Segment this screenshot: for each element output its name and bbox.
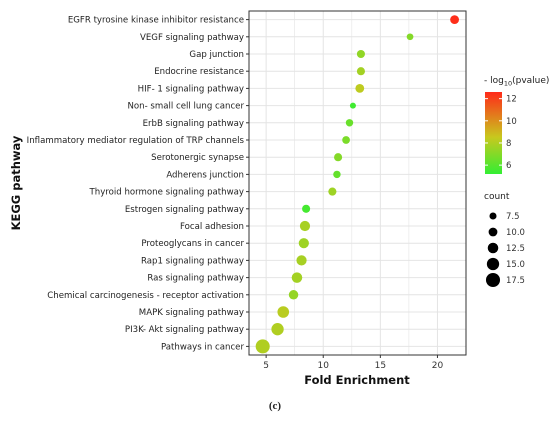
colorbar-tick-label: 6	[506, 161, 511, 171]
x-tick-label: 20	[432, 361, 444, 371]
y-tick-label: Inflammatory mediator regulation of TRP …	[27, 136, 245, 146]
data-point	[271, 323, 284, 336]
y-tick-label: Serotonergic synapse	[151, 153, 244, 163]
figure-caption: (c)	[268, 400, 282, 412]
size-legend-label: 15.0	[506, 260, 525, 270]
y-tick-label: Rap1 signaling pathway	[141, 256, 244, 266]
size-legend-dot	[487, 242, 499, 254]
size-legend-label: 12.5	[506, 244, 525, 254]
colorbar-tick-label: 10	[506, 117, 517, 127]
data-point	[296, 255, 307, 266]
color-legend: - log10(pvalue) 6 8 10 12	[484, 76, 549, 174]
data-point	[298, 238, 309, 249]
plot-border	[248, 10, 467, 356]
y-tick-labels: EGFR tyrosine kinase inhibitor resistanc…	[27, 16, 249, 352]
y-tick-label: EGFR tyrosine kinase inhibitor resistanc…	[68, 16, 244, 26]
data-point	[349, 102, 356, 109]
data-point	[345, 119, 354, 127]
data-point	[288, 290, 299, 300]
size-legend-dot	[488, 227, 498, 237]
x-tick-label: 10	[318, 361, 330, 371]
kegg-dot-plot: EGFR tyrosine kinase inhibitor resistanc…	[9, 10, 549, 387]
data-point	[328, 187, 337, 196]
colorbar-tick-label: 12	[506, 95, 517, 105]
size-legend-dot	[485, 272, 501, 288]
colorbar	[485, 92, 502, 174]
y-tick-label: Endocrine resistance	[154, 67, 244, 77]
data-point	[406, 33, 414, 41]
size-legend-items: 7.5 10.0 12.5 15.0 17.5	[485, 212, 525, 288]
y-tick-label: Pathways in cancer	[161, 342, 244, 352]
data-point	[334, 153, 343, 162]
size-legend: count 7.5 10.0 12.5 15.0 17.5	[484, 192, 525, 288]
y-tick-label: Proteoglycans in cancer	[141, 239, 244, 249]
data-point	[450, 15, 459, 24]
y-tick-label: Estrogen signaling pathway	[125, 205, 244, 215]
y-tick-label: Non- small cell lung cancer	[127, 102, 244, 112]
data-point	[299, 220, 311, 232]
y-axis-title: KEGG pathway	[9, 135, 23, 230]
y-tick-label: ErbB signaling pathway	[143, 119, 244, 129]
data-point	[333, 170, 341, 179]
size-legend-label: 7.5	[506, 212, 520, 222]
colorbar-tick-label: 8	[506, 139, 511, 149]
data-point	[302, 204, 311, 213]
y-tick-label: MAPK signaling pathway	[139, 308, 244, 318]
y-tick-label: Ras signaling pathway	[147, 274, 244, 284]
size-legend-title: count	[484, 192, 510, 202]
y-tick-label: Focal adhesion	[180, 222, 244, 232]
x-axis-title: Fold Enrichment	[304, 373, 410, 387]
data-point	[356, 67, 365, 76]
data-point	[291, 272, 303, 283]
y-tick-label: Gap junction	[189, 50, 244, 60]
x-tick-label: 5	[263, 361, 269, 371]
color-legend-title: - log10(pvalue)	[484, 76, 549, 88]
y-tick-label: Adherens junction	[166, 170, 244, 180]
y-tick-label: VEGF signaling pathway	[140, 33, 244, 43]
y-tick-label: PI3K- Akt signaling pathway	[125, 325, 244, 335]
size-legend-dot	[489, 212, 497, 220]
y-tick-label: Chemical carcinogenesis - receptor activ…	[47, 291, 244, 301]
colorbar-ticks: 6 8 10 12	[485, 95, 517, 171]
size-legend-label: 17.5	[506, 276, 525, 286]
size-legend-label: 10.0	[506, 228, 525, 238]
x-tick-label: 15	[375, 361, 386, 371]
data-point	[356, 49, 365, 59]
size-legend-dot	[486, 257, 500, 271]
data-point	[342, 136, 350, 144]
data-point	[355, 84, 365, 93]
data-points	[255, 15, 459, 354]
data-point	[255, 339, 270, 354]
y-tick-label: Thyroid hormone signaling pathway	[89, 188, 245, 198]
plot-panel	[249, 11, 466, 355]
data-point	[277, 306, 290, 318]
y-tick-label: HIF- 1 signaling pathway	[138, 84, 244, 94]
x-ticks: 5 10 15 20	[263, 355, 443, 371]
